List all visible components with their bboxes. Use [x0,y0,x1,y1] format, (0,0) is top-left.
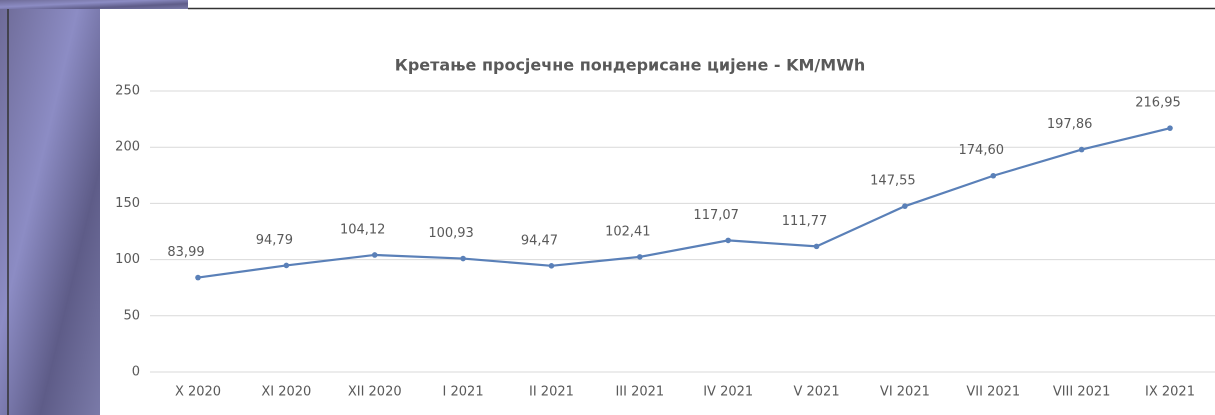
marker [813,243,820,250]
marker [195,274,201,281]
y-tick-label: 50 [123,308,140,323]
data-label: 104,12 [340,222,386,237]
data-label: 100,93 [428,226,474,241]
marker [1167,125,1173,131]
data-label: 117,07 [693,208,739,223]
marker [1078,146,1085,153]
y-tick-label: 250 [115,84,140,99]
chart-title: Кретање просјечне пондерисане цијене - K… [395,56,865,75]
data-label: 216,95 [1135,96,1181,111]
chart-area [100,9,1215,415]
y-tick-label: 200 [115,140,140,155]
x-tick-label: III 2021 [615,385,664,400]
x-tick-label: X 2020 [175,385,221,400]
plot: 0 50 100 150 200 250 X 2020 XI 2020 XII 2020 I 20… [115,84,1215,400]
x-tick-label: VII 2021 [966,385,1020,400]
marker [637,254,643,260]
marker [902,203,908,209]
y-tick-label: 0 [132,365,140,380]
background-image [0,0,188,9]
marker [990,172,997,179]
x-tick-label: IX 2021 [1145,385,1195,400]
marker [725,237,731,244]
background-image [0,0,100,415]
x-tick-label: I 2021 [443,385,484,400]
marker [548,263,555,269]
data-label: 94,47 [521,233,558,248]
line [197,127,1171,279]
data-label: 147,55 [870,174,916,189]
data-label: 102,41 [605,224,651,239]
marker [460,255,466,262]
x-tick-label: VIII 2021 [1053,385,1111,400]
marker [283,262,290,269]
x-tick-label: XI 2020 [261,385,311,400]
x-tick-label: II 2021 [529,385,574,400]
data-label: 83,99 [167,245,204,260]
data-label: 111,77 [782,214,828,229]
x-tick-label: VI 2021 [880,385,930,400]
data-label: 94,79 [256,233,293,248]
marker [371,252,378,258]
x-tick-label: IV 2021 [703,385,753,400]
y-tick-label: 100 [115,252,140,267]
y-tick-label: 150 [115,196,140,211]
x-tick-label: V 2021 [793,385,839,400]
x-tick-label: XII 2020 [348,385,402,400]
data-label: 174,60 [959,143,1005,158]
data-label: 197,86 [1047,117,1093,132]
